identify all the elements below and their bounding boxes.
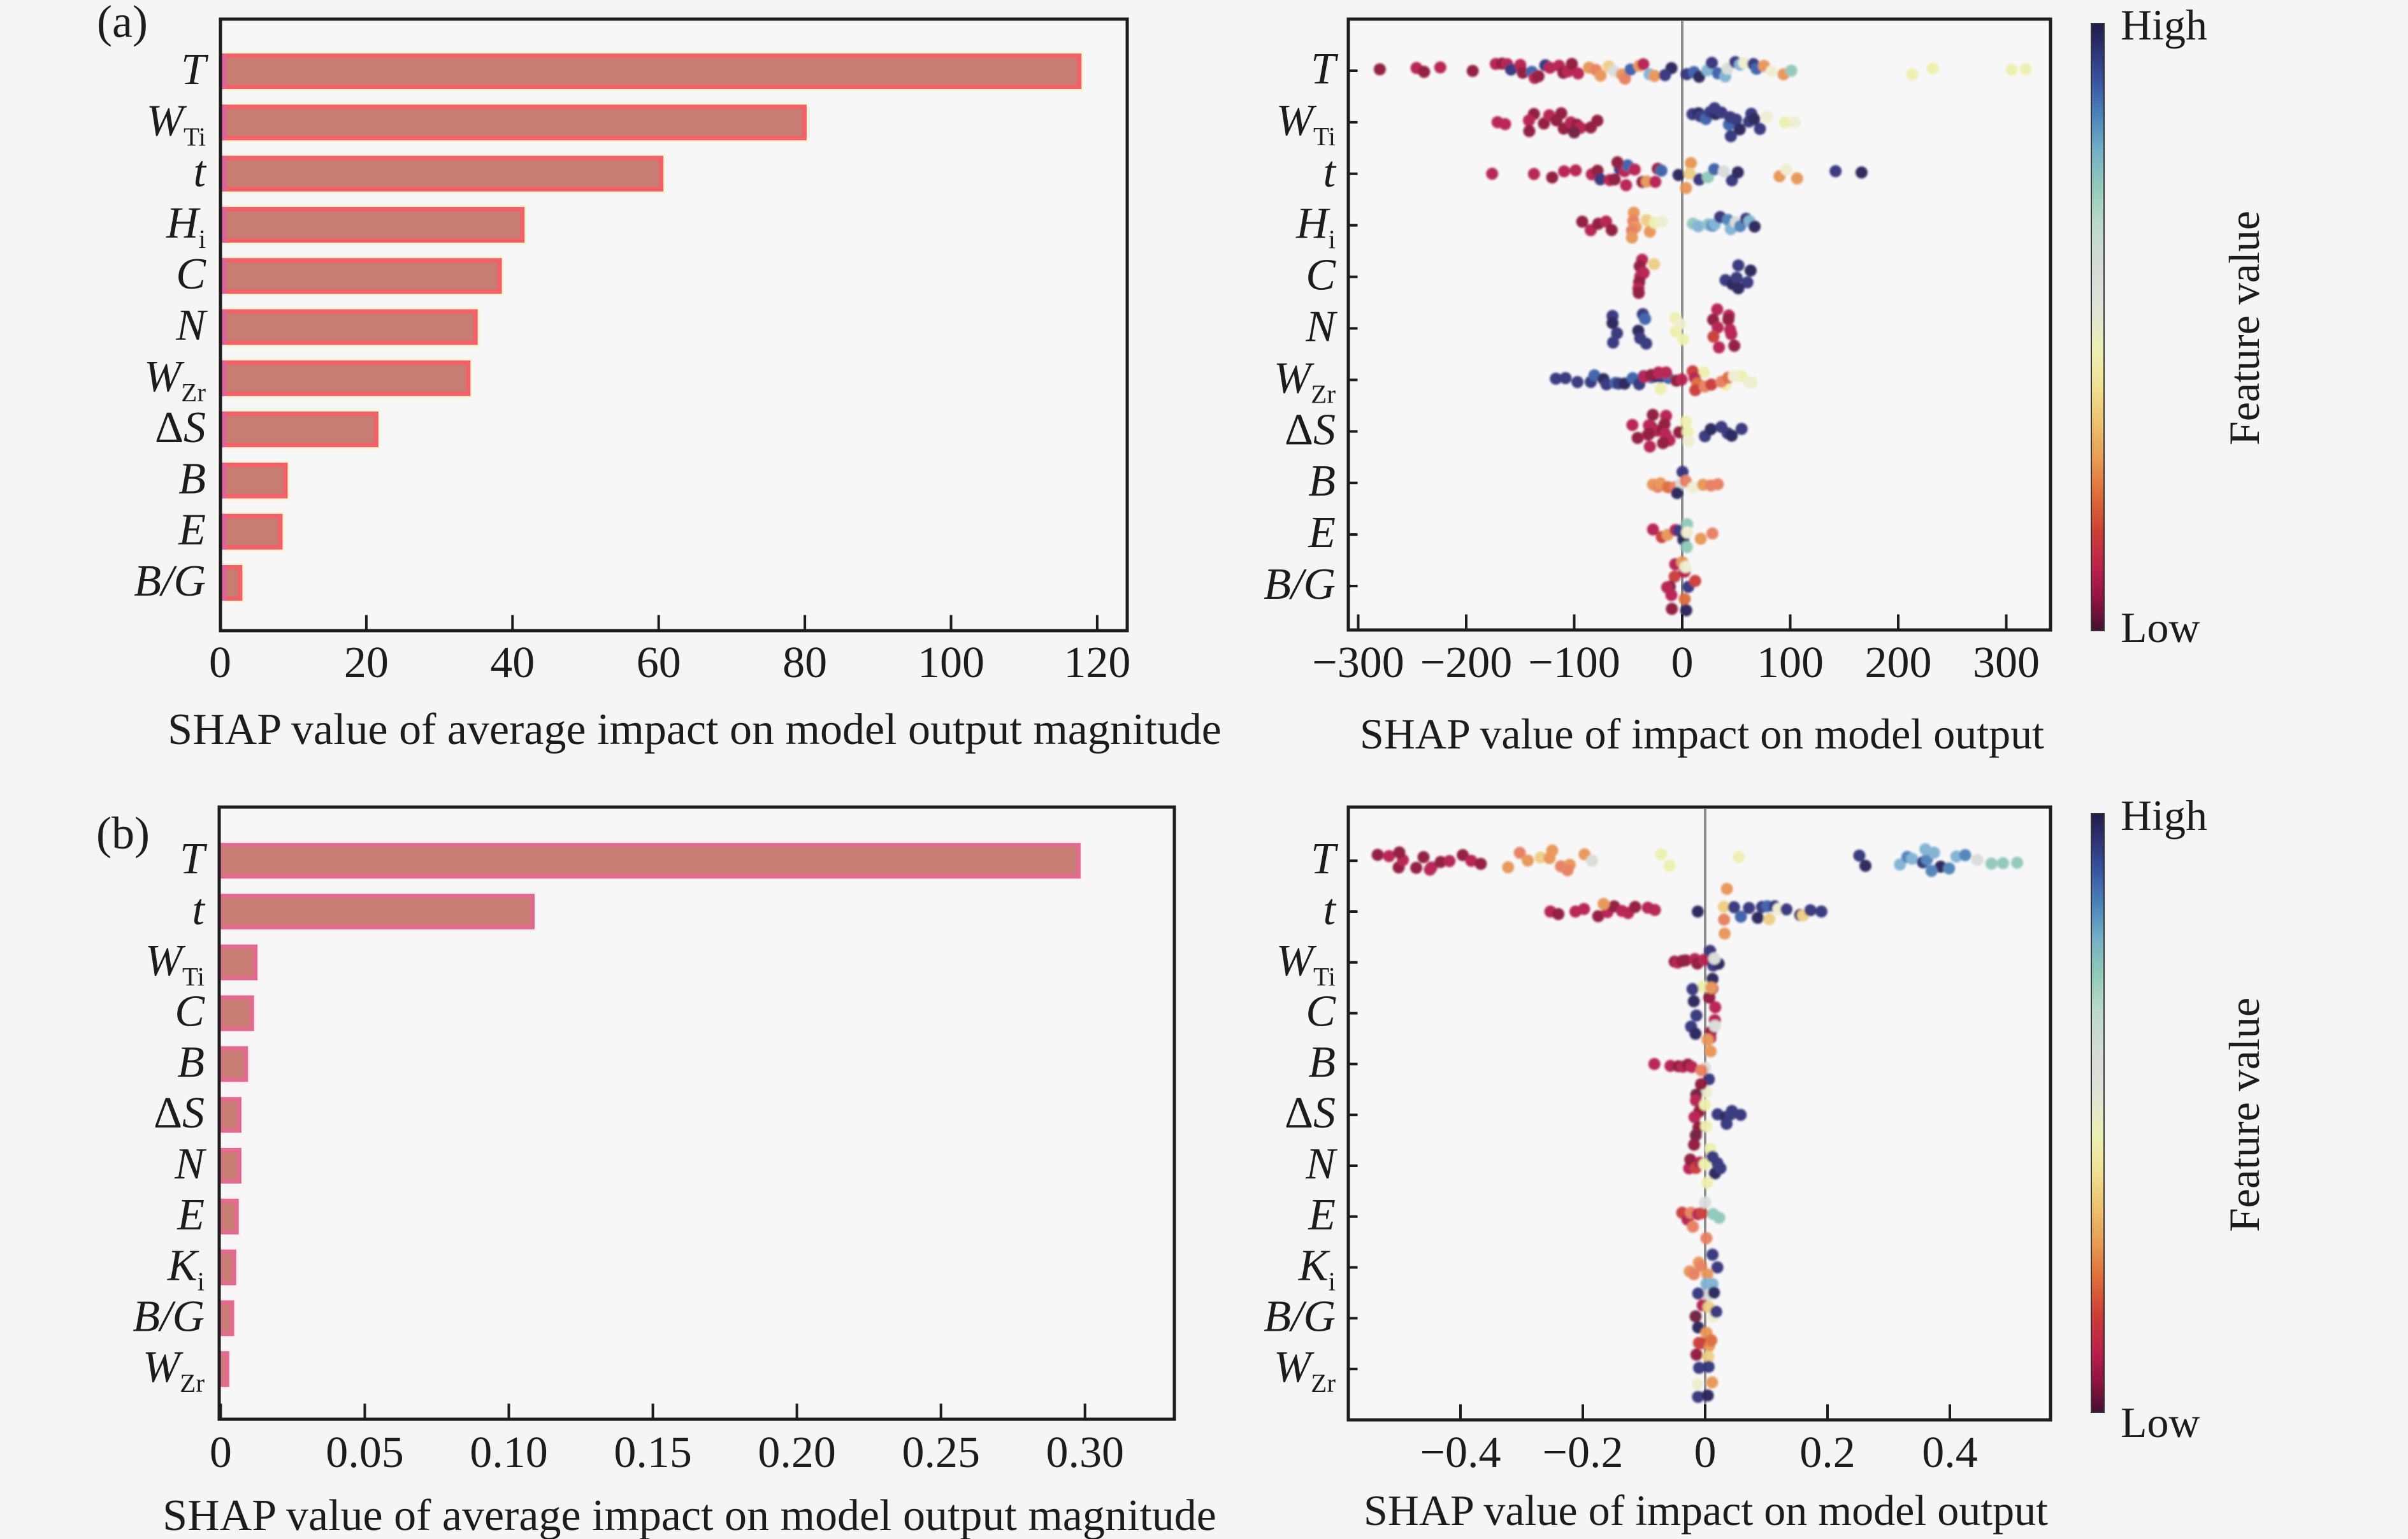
svg-text:WZr: WZr xyxy=(144,352,206,407)
svg-text:120: 120 xyxy=(1063,638,1130,687)
svg-text:WTi: WTi xyxy=(1276,936,1336,991)
svg-text:0.10: 0.10 xyxy=(470,1428,548,1477)
svg-text:0.30: 0.30 xyxy=(1046,1428,1124,1477)
svg-text:Low: Low xyxy=(2121,1398,2200,1447)
svg-text:0: 0 xyxy=(209,638,231,687)
svg-text:(a): (a) xyxy=(97,0,148,47)
svg-text:C: C xyxy=(1306,251,1336,300)
svg-text:ΔS: ΔS xyxy=(1285,1089,1336,1138)
svg-text:60: 60 xyxy=(637,638,681,687)
svg-text:B/G: B/G xyxy=(134,557,206,606)
svg-text:B: B xyxy=(178,454,206,503)
svg-text:20: 20 xyxy=(344,638,389,687)
svg-text:C: C xyxy=(1306,987,1336,1036)
svg-text:C: C xyxy=(176,250,206,299)
svg-text:100: 100 xyxy=(918,638,984,687)
svg-text:N: N xyxy=(174,1140,206,1189)
svg-text:B: B xyxy=(177,1038,205,1087)
svg-text:0.2: 0.2 xyxy=(1799,1428,1856,1477)
svg-text:−0.2: −0.2 xyxy=(1543,1428,1624,1477)
svg-text:t: t xyxy=(1323,148,1337,197)
svg-text:Ki: Ki xyxy=(167,1242,205,1296)
svg-text:Feature value: Feature value xyxy=(2220,211,2268,445)
svg-text:SHAP value of impact on model: SHAP value of impact on model output xyxy=(1364,1486,2048,1535)
svg-text:B: B xyxy=(1308,1038,1336,1087)
svg-text:200: 200 xyxy=(1865,638,1932,687)
svg-text:High: High xyxy=(2121,1,2207,49)
svg-text:ΔS: ΔS xyxy=(155,403,206,452)
svg-text:SHAP value of average impact o: SHAP value of average impact on model ou… xyxy=(162,1491,1216,1539)
svg-text:B/G: B/G xyxy=(1264,1292,1336,1341)
svg-text:Hi: Hi xyxy=(1295,199,1336,254)
svg-text:High: High xyxy=(2121,791,2207,840)
svg-text:t: t xyxy=(194,148,207,197)
svg-text:SHAP value of average impact o: SHAP value of average impact on model ou… xyxy=(168,705,1222,754)
svg-text:WZr: WZr xyxy=(1274,354,1336,408)
svg-text:−0.4: −0.4 xyxy=(1420,1428,1501,1477)
svg-text:80: 80 xyxy=(782,638,827,687)
svg-text:0.4: 0.4 xyxy=(1922,1428,1978,1477)
svg-text:Hi: Hi xyxy=(166,199,206,254)
svg-text:T: T xyxy=(180,834,208,884)
svg-text:B/G: B/G xyxy=(1264,560,1336,609)
svg-text:−200: −200 xyxy=(1420,638,1512,687)
svg-text:0.15: 0.15 xyxy=(614,1428,692,1477)
svg-text:WZr: WZr xyxy=(1274,1343,1336,1398)
svg-text:100: 100 xyxy=(1757,638,1824,687)
svg-text:0: 0 xyxy=(1671,638,1694,687)
svg-text:E: E xyxy=(178,506,206,555)
svg-text:Low: Low xyxy=(2121,603,2200,652)
svg-text:N: N xyxy=(175,301,208,350)
svg-text:Ki: Ki xyxy=(1298,1242,1336,1296)
svg-text:WTi: WTi xyxy=(147,96,206,151)
svg-text:0.20: 0.20 xyxy=(758,1428,836,1477)
svg-text:Feature value: Feature value xyxy=(2220,998,2268,1232)
svg-text:E: E xyxy=(1308,1191,1336,1240)
svg-text:0.05: 0.05 xyxy=(326,1428,404,1477)
svg-text:−300: −300 xyxy=(1312,638,1404,687)
svg-text:0.25: 0.25 xyxy=(902,1428,980,1477)
svg-text:−100: −100 xyxy=(1528,638,1620,687)
svg-text:B/G: B/G xyxy=(133,1292,205,1341)
svg-text:40: 40 xyxy=(490,638,535,687)
svg-text:N: N xyxy=(1305,1140,1337,1189)
svg-text:N: N xyxy=(1305,303,1337,352)
svg-text:E: E xyxy=(177,1191,205,1240)
svg-text:(b): (b) xyxy=(96,808,150,859)
svg-text:0: 0 xyxy=(1694,1428,1717,1477)
svg-text:ΔS: ΔS xyxy=(1285,405,1336,454)
svg-text:B: B xyxy=(1308,457,1336,506)
svg-text:WTi: WTi xyxy=(145,936,205,991)
svg-text:T: T xyxy=(1311,834,1339,884)
svg-text:T: T xyxy=(181,45,209,94)
svg-text:t: t xyxy=(1323,885,1337,934)
svg-text:WZr: WZr xyxy=(143,1343,205,1398)
svg-text:SHAP value of impact on model: SHAP value of impact on model output xyxy=(1360,710,2044,758)
svg-text:300: 300 xyxy=(1973,638,2040,687)
svg-text:ΔS: ΔS xyxy=(154,1089,205,1138)
svg-text:C: C xyxy=(175,987,205,1036)
svg-text:t: t xyxy=(192,885,206,934)
svg-text:E: E xyxy=(1308,508,1336,557)
svg-text:0: 0 xyxy=(210,1428,232,1477)
svg-text:T: T xyxy=(1311,45,1339,94)
svg-text:WTi: WTi xyxy=(1276,96,1336,151)
